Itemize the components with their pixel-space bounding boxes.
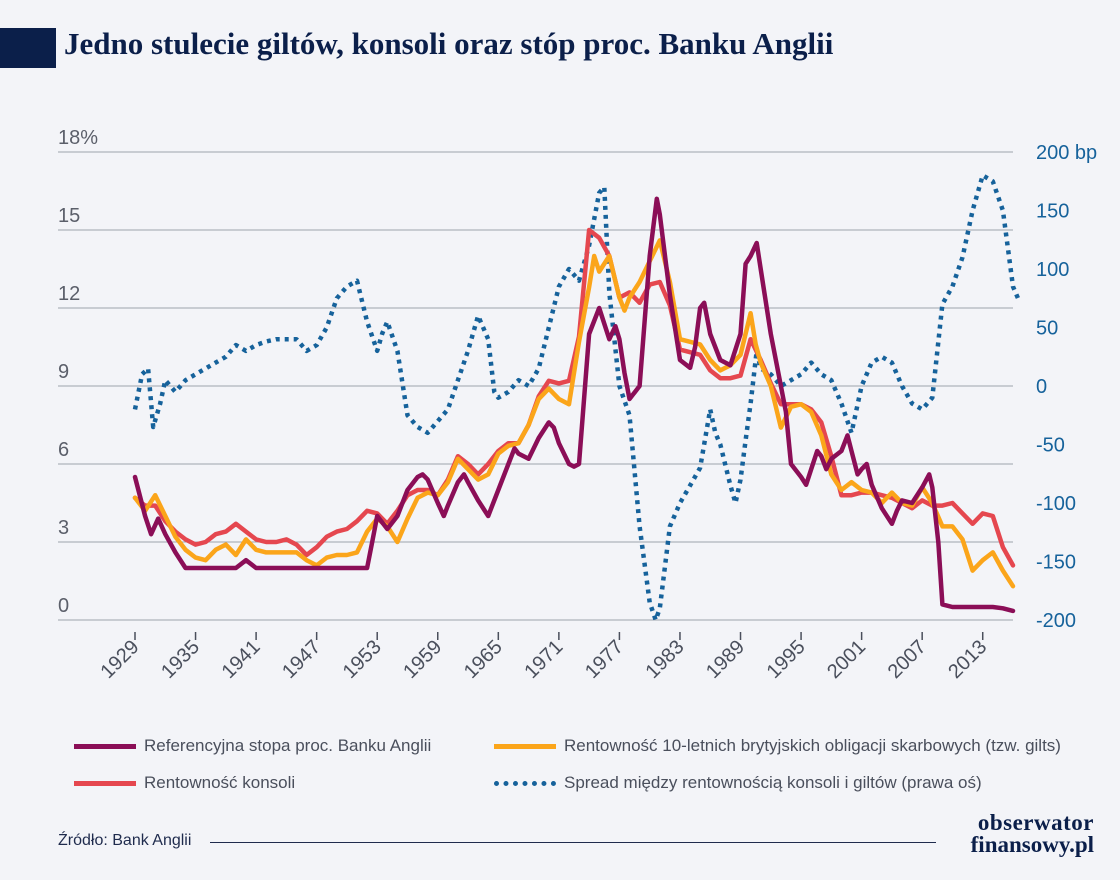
x-tick-label: 1947 bbox=[278, 636, 325, 683]
x-tick-label: 1959 bbox=[399, 636, 446, 683]
x-tick-label: 1953 bbox=[339, 636, 386, 683]
y-right-tick-label: -200 bbox=[1036, 610, 1076, 632]
y-right-tick-label: 50 bbox=[1036, 318, 1058, 340]
series-line-gilts bbox=[132, 238, 1016, 589]
y-left-tick-label: 9 bbox=[58, 361, 69, 383]
x-tick-label: 1989 bbox=[702, 636, 749, 683]
x-tick-label: 1983 bbox=[641, 636, 688, 683]
y-right-tick-label: 100 bbox=[1036, 259, 1069, 281]
x-tick-label: 1971 bbox=[520, 636, 567, 683]
logo-line-1: obserwator bbox=[977, 810, 1094, 835]
series-line-bank-rate bbox=[132, 196, 1016, 614]
source-note: Źródło: Bank Anglii bbox=[58, 832, 192, 849]
logo-line-2: finansowy.pl bbox=[970, 832, 1094, 857]
x-tick-label: 2001 bbox=[823, 636, 870, 683]
x-tick-label: 2013 bbox=[944, 636, 991, 683]
chart-title: Jedno stulecie giltów, konsoli oraz stóp… bbox=[64, 26, 834, 61]
publisher-logo[interactable]: obserwator finansowy.pl bbox=[970, 810, 1094, 857]
y-left-tick-label: 18% bbox=[58, 127, 98, 149]
y-left-tick-label: 6 bbox=[58, 439, 69, 461]
y-left-tick-label: 15 bbox=[58, 205, 80, 227]
y-left-tick-label: 12 bbox=[58, 283, 80, 305]
y-left-tick-label: 0 bbox=[58, 595, 69, 617]
y-right-tick-label: 150 bbox=[1036, 201, 1069, 223]
x-tick-label: 1929 bbox=[97, 636, 144, 683]
series-line-consols bbox=[132, 227, 1016, 568]
x-tick-label: 1995 bbox=[763, 636, 810, 683]
x-tick-label: 1965 bbox=[460, 636, 507, 683]
y-right-tick-label: -50 bbox=[1036, 435, 1065, 457]
y-right-tick-label: -150 bbox=[1036, 552, 1076, 574]
y-right-tick-label: 200 bp bbox=[1036, 142, 1097, 164]
x-tick-label: 1935 bbox=[157, 636, 204, 683]
y-left-tick-label: 3 bbox=[58, 517, 69, 539]
y-right-tick-label: 0 bbox=[1036, 376, 1047, 398]
x-tick-label: 1977 bbox=[581, 636, 628, 683]
title-accent-bar bbox=[0, 28, 56, 68]
x-tick-label: 1941 bbox=[218, 636, 265, 683]
x-tick-label: 2007 bbox=[884, 636, 931, 683]
source-divider bbox=[210, 842, 936, 843]
y-right-tick-label: -100 bbox=[1036, 493, 1076, 515]
